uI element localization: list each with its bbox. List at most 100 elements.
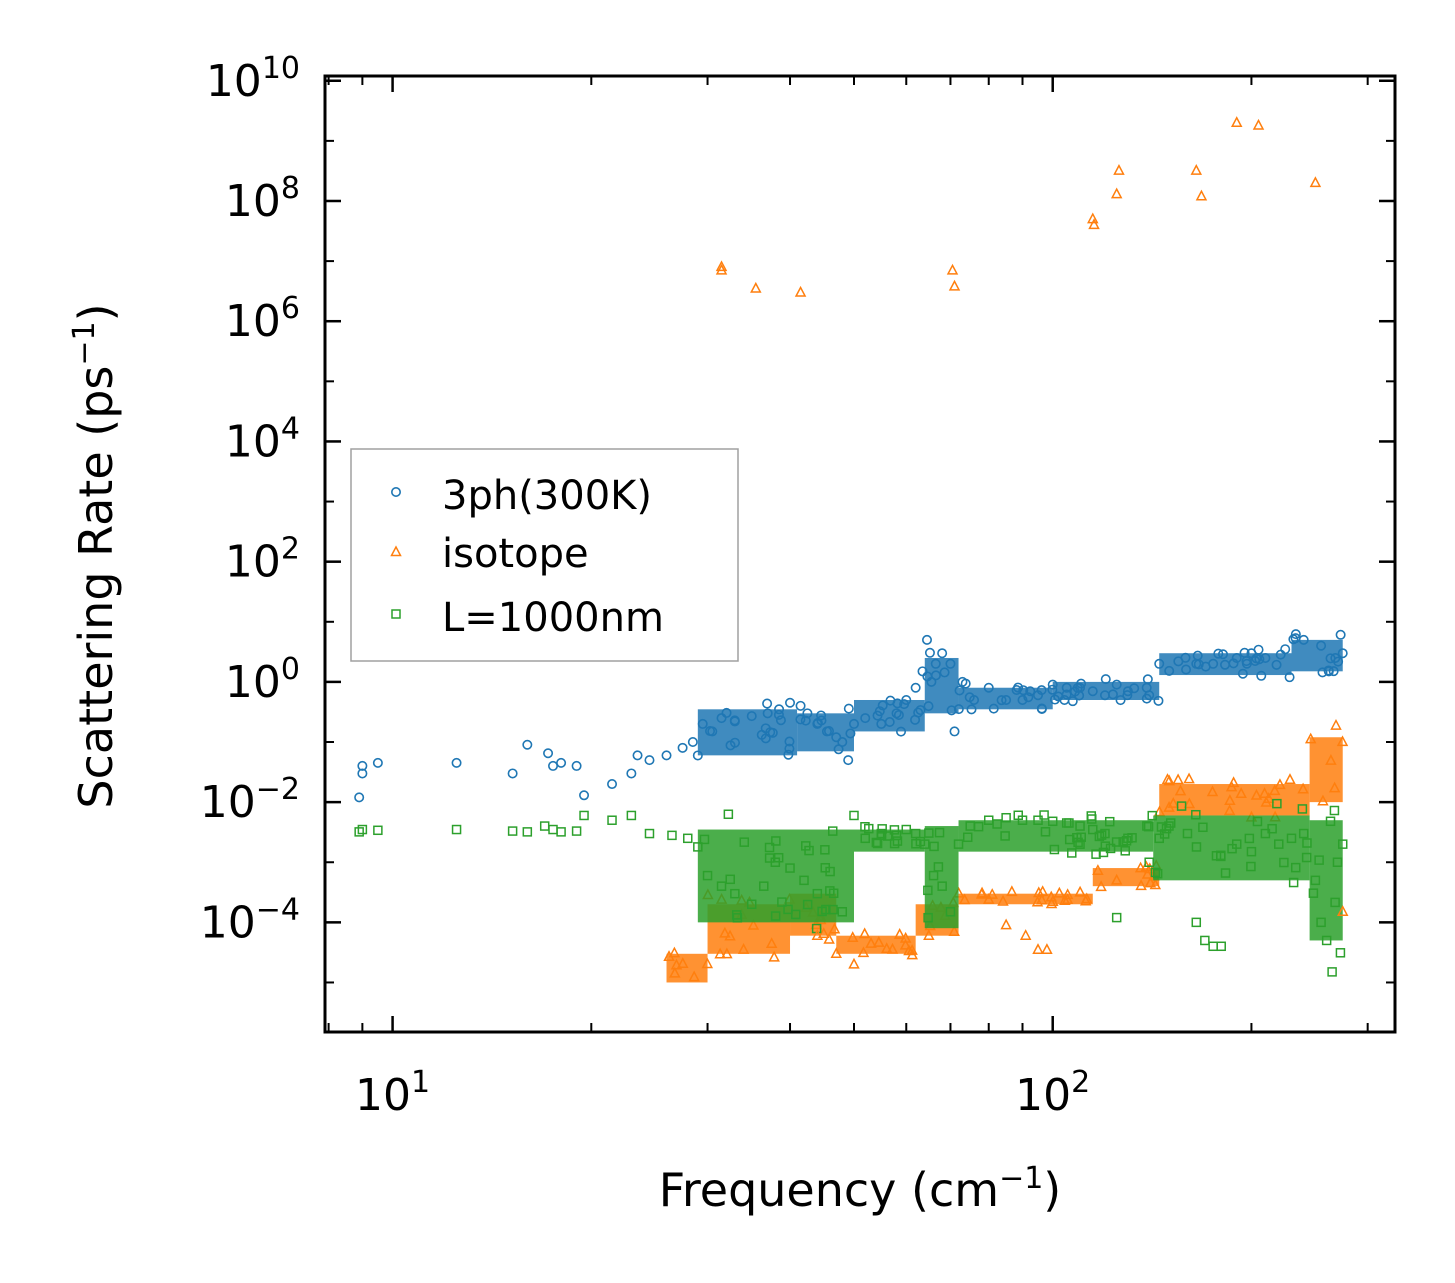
data-point [1190, 164, 1203, 175]
band-marker [1040, 827, 1051, 837]
band-marker [1172, 773, 1184, 785]
band-marker [1074, 885, 1086, 897]
band-marker [929, 841, 939, 852]
band-marker [737, 943, 750, 954]
data-point [451, 824, 462, 835]
data-point [715, 260, 728, 272]
band-marker [873, 935, 885, 947]
band-marker [1053, 886, 1066, 898]
data-point [1191, 658, 1202, 669]
band-marker [899, 931, 912, 943]
band-marker [843, 703, 854, 714]
data-point [1327, 967, 1337, 977]
axis-ticks [325, 76, 1395, 1032]
band-marker [1244, 833, 1255, 844]
data-point [1274, 839, 1284, 849]
data-point [1033, 690, 1044, 701]
data-point [1144, 690, 1155, 701]
data-point [762, 708, 773, 719]
band-marker [1006, 885, 1018, 897]
data-point [1208, 658, 1219, 669]
data-point [1075, 821, 1085, 831]
band-marker [1271, 659, 1282, 670]
band-marker [729, 737, 740, 748]
band-marker [953, 704, 964, 715]
band-marker [1036, 893, 1048, 905]
band-marker [871, 837, 882, 848]
data-point [373, 825, 383, 836]
band-marker [899, 938, 912, 950]
band-marker [1143, 821, 1154, 832]
band-1-5 [958, 893, 1093, 905]
band-marker [820, 845, 830, 855]
band-marker [1335, 948, 1346, 958]
data-point [1200, 935, 1210, 946]
band-marker [1325, 754, 1337, 765]
band-1-6 [1092, 868, 1160, 887]
band-marker [1328, 781, 1341, 793]
band-marker [1317, 667, 1328, 678]
band-marker [893, 928, 906, 939]
y-tick-label: 102 [225, 532, 300, 588]
data-point [795, 700, 806, 711]
band-marker [732, 913, 743, 923]
y-tick-label: 106 [225, 291, 300, 347]
band-marker [795, 714, 806, 725]
band-marker [1279, 857, 1289, 868]
y-tick-label: 104 [225, 411, 300, 467]
data-point [1111, 912, 1122, 923]
band-marker [770, 911, 781, 921]
band-marker [1059, 694, 1070, 705]
band-marker [1330, 897, 1340, 908]
data-point [626, 768, 637, 779]
data-point [1208, 941, 1218, 952]
band-marker [1086, 811, 1097, 821]
data-point [1195, 189, 1208, 201]
band-marker [1227, 776, 1240, 788]
band-marker [817, 927, 830, 939]
band-marker [828, 904, 838, 915]
band-marker [756, 729, 767, 740]
band-marker [1237, 668, 1248, 679]
legend-marker-boundary [391, 609, 401, 619]
band-marker [857, 946, 870, 958]
data-point [1260, 652, 1271, 663]
data-point [891, 708, 902, 719]
band-marker [1081, 892, 1093, 904]
data-point [548, 760, 559, 771]
band-marker [1336, 735, 1349, 747]
band-marker [924, 647, 935, 658]
legend-label-3ph: 3ph(300K) [442, 473, 652, 519]
band-marker [1033, 886, 1045, 898]
data-point [831, 732, 842, 743]
band-marker [1150, 867, 1161, 878]
data-point [1164, 821, 1174, 831]
band-marker [1061, 689, 1072, 700]
y-axis-label: Scattering Rate (ps−1) [67, 303, 123, 808]
data-point [1154, 833, 1164, 844]
band-group-0 [692, 629, 1346, 761]
data-point [794, 285, 807, 297]
band-marker [889, 825, 900, 835]
band-marker [1031, 895, 1044, 907]
data-point [1041, 943, 1053, 955]
band-marker [865, 937, 877, 948]
band-marker [1206, 785, 1219, 797]
band-marker [719, 926, 731, 938]
data-point [1099, 690, 1110, 701]
data-point [1246, 846, 1257, 857]
band-marker [923, 701, 934, 712]
band-marker [948, 925, 960, 936]
band-marker [1161, 773, 1174, 784]
data-point [451, 757, 462, 768]
y-tick-label: 108 [225, 171, 300, 227]
points-group-2 [354, 810, 1348, 977]
band-marker [773, 709, 784, 720]
band-marker [1144, 876, 1157, 888]
axis-tick-labels: 101 102 10−4 10−2 100 102 104 106 108 1010 [200, 51, 1090, 1121]
band-marker [1317, 794, 1329, 806]
data-point [945, 658, 956, 669]
band-marker [825, 886, 835, 896]
data-point [1286, 833, 1297, 844]
data-point [1316, 917, 1326, 928]
